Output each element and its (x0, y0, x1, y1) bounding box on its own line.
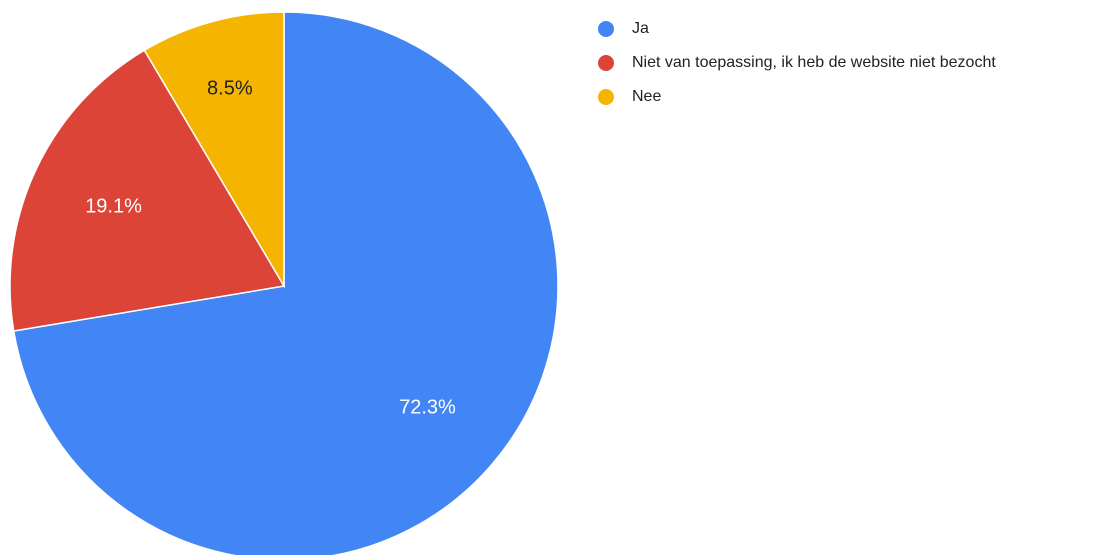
legend-swatch-niet-van-toepassing (598, 55, 614, 71)
legend-label-niet-van-toepassing: Niet van toepassing, ik heb de website n… (632, 54, 996, 71)
pie-slice-ja[interactable] (12, 11, 559, 555)
legend-item-ja[interactable]: Ja (598, 18, 1078, 40)
pie-slice-nee[interactable] (143, 11, 285, 289)
pie-slice-label-nee: 8.5% (207, 77, 253, 99)
pie-slice-labels: 72.3% 19.1% 8.5% (85, 77, 456, 418)
legend-item-niet-van-toepassing[interactable]: Niet van toepassing, ik heb de website n… (598, 52, 1078, 74)
legend-swatch-nee (598, 89, 614, 105)
pie-slice-label-niet-van-toepassing: 19.1% (85, 196, 142, 218)
pie-slices (9, 11, 559, 555)
legend-label-nee: Nee (632, 88, 662, 105)
pie-slice-label-ja: 72.3% (399, 397, 456, 419)
legend-label-ja: Ja (632, 20, 649, 37)
legend-item-nee[interactable]: Nee (598, 86, 1078, 108)
pie-slice-niet-van-toepassing[interactable] (9, 49, 286, 332)
legend: Ja Niet van toepassing, ik heb de websit… (598, 18, 1078, 120)
legend-swatch-ja (598, 21, 614, 37)
